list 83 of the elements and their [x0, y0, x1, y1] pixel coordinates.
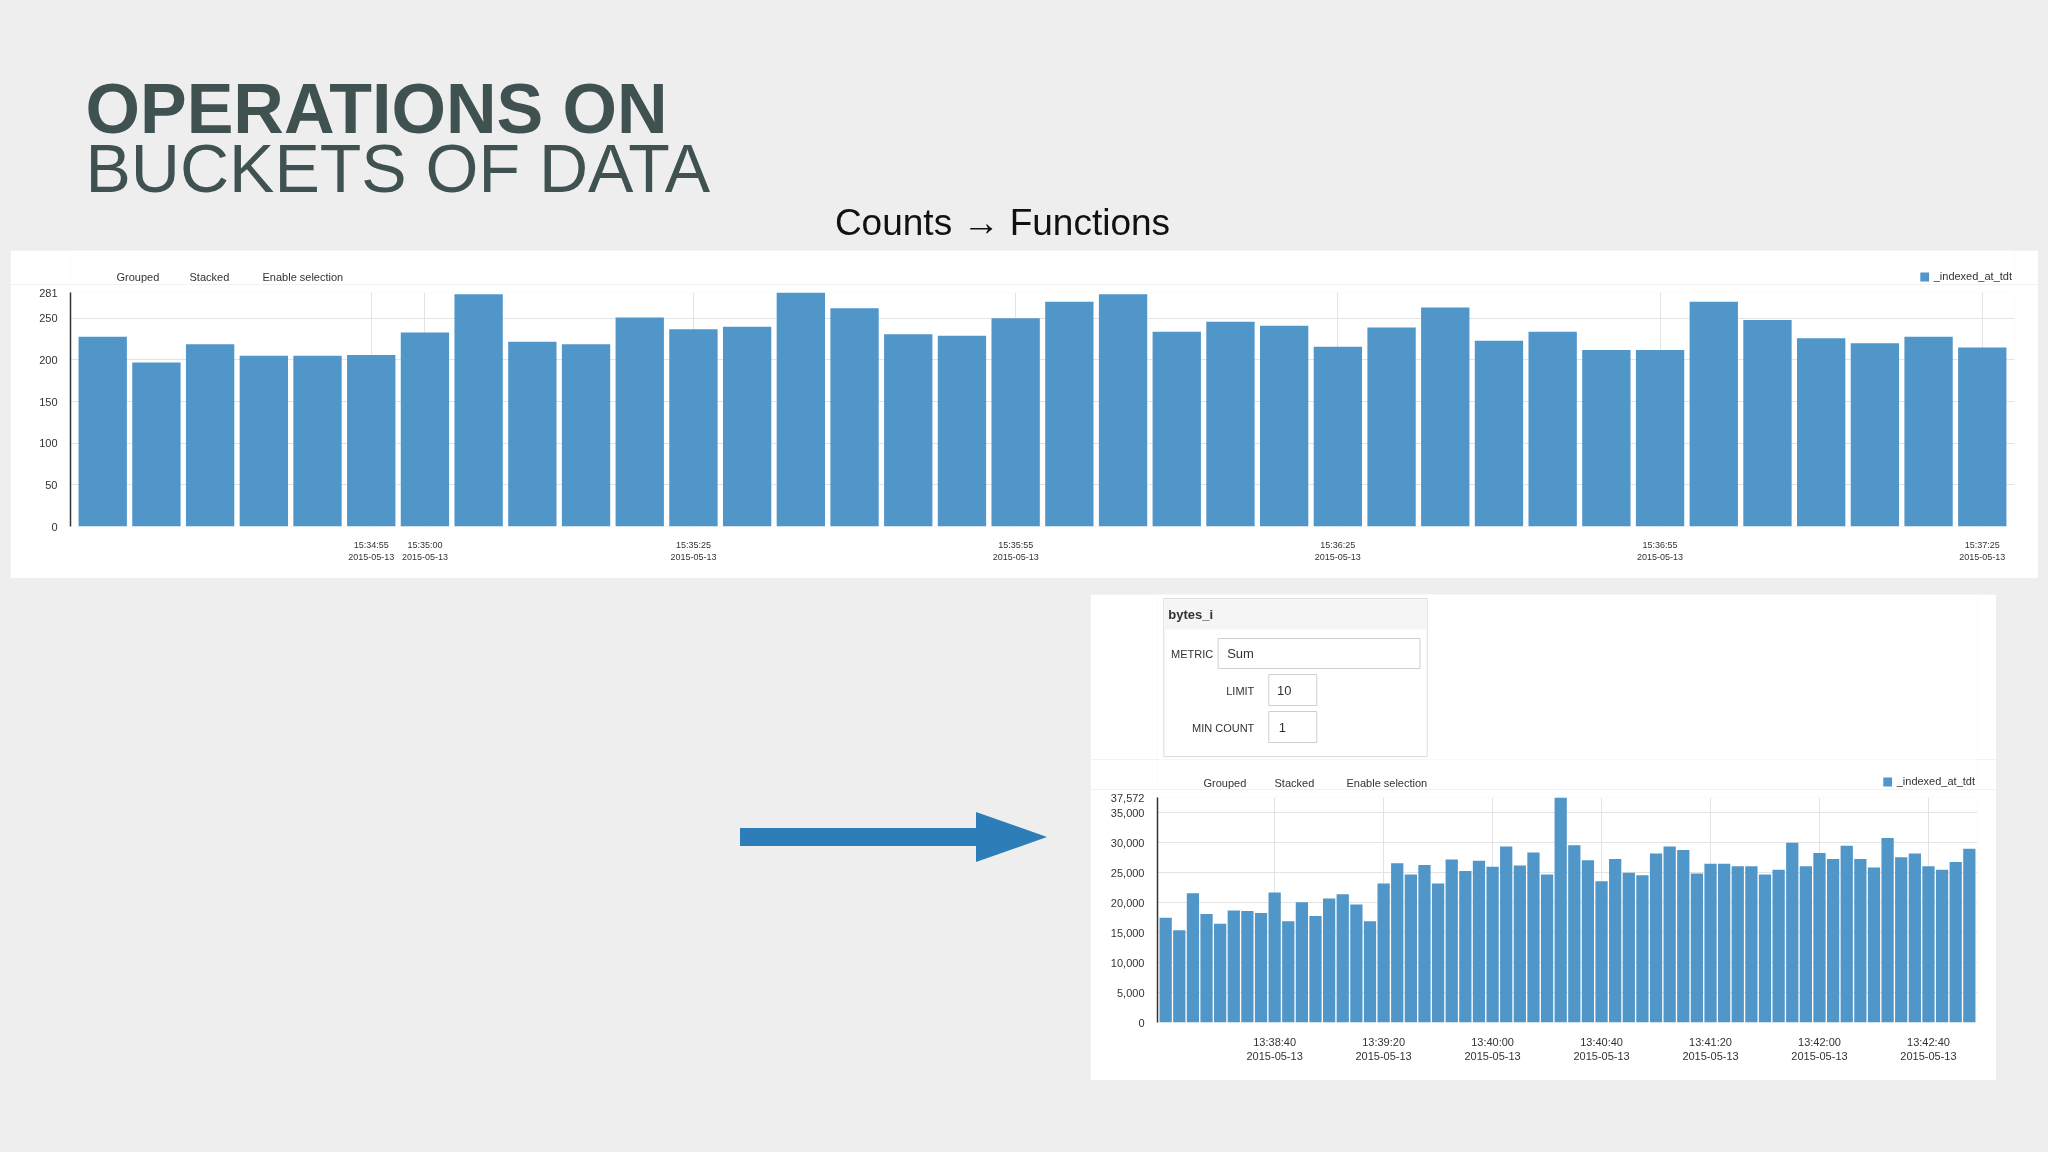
y-tick-label: 30,000: [1110, 836, 1145, 849]
y-tick-label: 200: [39, 353, 58, 366]
text: 10: [1276, 683, 1292, 698]
y-tick-label: 250: [39, 312, 58, 325]
legend-label: _indexed_at_tdt: [1933, 270, 2012, 282]
chart-subtitle: Counts → Functions: [834, 202, 1171, 243]
text: MIN COUNT: [1192, 721, 1255, 734]
bar: [293, 355, 342, 527]
bar: [1797, 338, 1846, 527]
y-tick-label: 25,000: [1110, 866, 1145, 879]
x-tick-label: 13:42:40 2015-05-13: [1900, 1035, 1957, 1062]
y-tick-label: 50: [45, 478, 58, 491]
text: Grouped: [116, 270, 160, 283]
bar: [1528, 331, 1577, 527]
x-tick-label: 15:37:25 2015-05-13: [1959, 539, 2006, 562]
x-tick-label: 15:35:00 2015-05-13: [401, 539, 448, 562]
text: Enable selection: [262, 270, 344, 283]
bar: [1743, 319, 1792, 527]
bar: [1421, 307, 1470, 527]
x-tick-label: 13:39:20 2015-05-13: [1355, 1035, 1412, 1062]
chart-title: OPERATIONS ON BUCKETS OF DATA: [85, 69, 711, 206]
y-tick-label: 0: [1138, 1016, 1145, 1029]
bar: [400, 332, 450, 527]
bar: [347, 354, 396, 527]
y-tick-label: 100: [39, 437, 58, 450]
legend-label: _indexed_at_tdt: [1896, 775, 1975, 787]
bar: [722, 326, 772, 527]
bar: [669, 329, 718, 527]
bar: [454, 294, 503, 527]
bar: [1367, 327, 1416, 527]
bar: [776, 292, 826, 527]
x-tick-label: 13:41:20 2015-05-13: [1682, 1035, 1739, 1062]
text: bytes_i: [1168, 607, 1214, 622]
bar: [1313, 346, 1363, 527]
bar: [1635, 349, 1685, 527]
bar: [239, 355, 288, 527]
text: 1: [1278, 720, 1287, 735]
text: LIMIT: [1226, 684, 1255, 697]
x-tick-label: 15:35:55 2015-05-13: [992, 539, 1039, 562]
bar: [1850, 343, 1900, 527]
bar: [185, 344, 235, 527]
bar: [1582, 349, 1631, 527]
x-tick-label: 13:42:00 2015-05-13: [1791, 1035, 1848, 1062]
bar: [1259, 325, 1309, 527]
x-tick-label: 13:40:00 2015-05-13: [1464, 1035, 1521, 1062]
bar: [615, 317, 664, 527]
y-tick-label: 15,000: [1110, 926, 1145, 939]
x-tick-label: 13:38:40 2015-05-13: [1246, 1035, 1303, 1062]
y-tick-label: 0: [51, 520, 58, 533]
text: Enable selection: [1346, 776, 1428, 789]
bar: [561, 344, 611, 527]
text: Stacked: [1274, 776, 1315, 789]
bar: [1152, 331, 1201, 527]
text: METRIC: [1171, 647, 1214, 660]
bar: [1045, 301, 1094, 527]
text: Grouped: [1203, 776, 1247, 789]
bar: [830, 308, 879, 527]
text: Stacked: [189, 270, 230, 283]
x-tick-label: 15:36:25 2015-05-13: [1314, 539, 1361, 562]
bar: [884, 334, 933, 527]
y-tick-label: 150: [39, 395, 58, 408]
bar: [1904, 336, 1953, 527]
bar: [1474, 340, 1524, 527]
y-tick-label: 5,000: [1116, 986, 1145, 999]
bar: [508, 341, 557, 527]
text: Sum: [1227, 646, 1254, 661]
bar: [132, 362, 181, 527]
y-tick-label: 35,000: [1110, 806, 1145, 819]
bar: [1206, 321, 1255, 527]
y-tick-label: 37,572: [1110, 791, 1145, 804]
x-tick-label: 15:36:55 2015-05-13: [1637, 539, 1684, 562]
bar: [1958, 347, 2007, 527]
x-tick-label: 15:35:25 2015-05-13: [670, 539, 717, 562]
x-tick-label: 13:40:40 2015-05-13: [1573, 1035, 1630, 1062]
y-tick-label: 20,000: [1110, 896, 1145, 909]
bar: [991, 318, 1040, 527]
bar: [937, 335, 987, 527]
y-tick-label: 281: [39, 286, 58, 299]
bar: [1689, 301, 1738, 527]
x-tick-label: 15:34:55 2015-05-13: [348, 539, 395, 562]
y-tick-label: 10,000: [1110, 956, 1145, 969]
bar: [78, 336, 127, 527]
bar: [1098, 294, 1148, 527]
